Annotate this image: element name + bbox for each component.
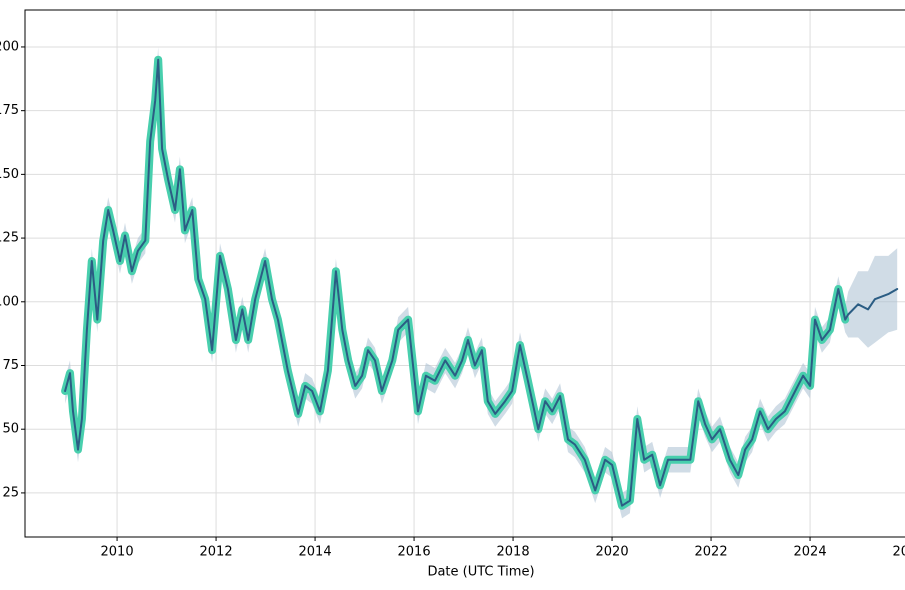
y-tick-label: 50 bbox=[2, 422, 19, 437]
x-tick-label: 2020 bbox=[596, 545, 629, 560]
x-tick-label: 2016 bbox=[398, 545, 431, 560]
y-tick-label: 75 bbox=[2, 358, 19, 373]
y-tick-label: 200 bbox=[0, 39, 19, 54]
x-tick-label: 2014 bbox=[299, 545, 332, 560]
x-axis-label: Date (UTC Time) bbox=[427, 565, 534, 580]
x-tick-label: 2024 bbox=[794, 545, 827, 560]
y-tick-label: 175 bbox=[0, 103, 19, 118]
y-tick-label: 125 bbox=[0, 231, 19, 246]
x-tick-label: 2022 bbox=[695, 545, 728, 560]
y-tick-label: 150 bbox=[0, 167, 19, 182]
x-tick-label: 2010 bbox=[101, 545, 134, 560]
x-tick-label: 2026 bbox=[893, 545, 905, 560]
uncertainty-band bbox=[65, 47, 898, 519]
plot-frame bbox=[24, 9, 905, 538]
actual-line bbox=[61, 55, 850, 510]
fitted-line bbox=[64, 58, 899, 507]
x-tick-label: 2012 bbox=[200, 545, 233, 560]
y-tick-label: 25 bbox=[2, 485, 19, 500]
y-tick-label: 100 bbox=[0, 294, 19, 309]
x-tick-label: 2018 bbox=[497, 545, 530, 560]
